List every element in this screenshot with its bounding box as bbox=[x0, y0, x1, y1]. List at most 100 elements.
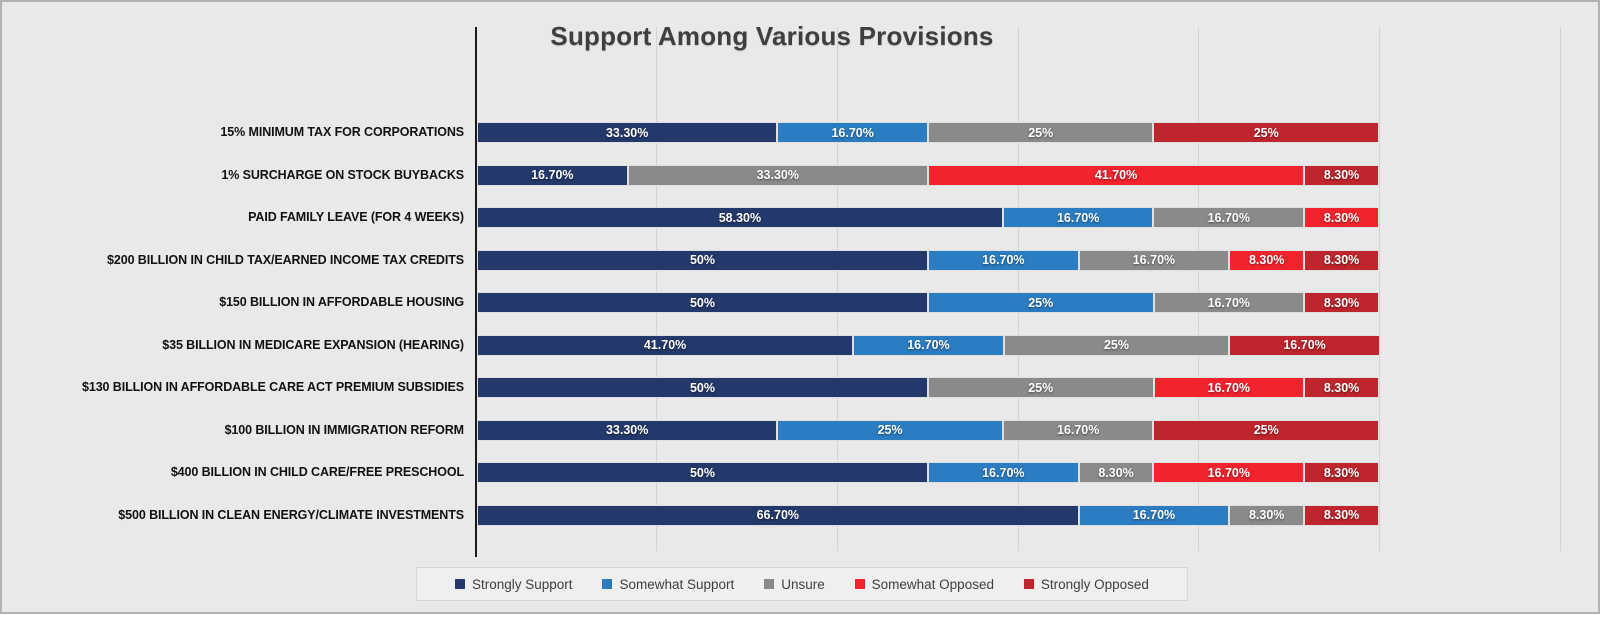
legend-item: Somewhat Opposed bbox=[854, 576, 994, 592]
bar-segment-somewhat-support: 16.70% bbox=[1002, 207, 1154, 229]
bar-segment-somewhat-opposed: 41.70% bbox=[927, 164, 1305, 186]
gridline bbox=[1379, 27, 1381, 551]
bar-segment-somewhat-support: 25% bbox=[928, 292, 1154, 314]
bar-segment-strongly-support: 58.30% bbox=[477, 207, 1003, 229]
bar-segment-somewhat-support: 16.70% bbox=[1078, 504, 1230, 526]
bar-segment-label: 25% bbox=[1028, 380, 1054, 395]
plot-area: 33.30% 16.70% 25% 25% 16.70% 33.30% 41.70% 8.30… bbox=[475, 27, 1561, 551]
bar-segment-label: 8.30% bbox=[1323, 210, 1360, 225]
bar-segment-strongly-opposed: 8.30% bbox=[1304, 164, 1379, 186]
bar-segment-strongly-support: 16.70% bbox=[477, 164, 628, 186]
bar-segment-label: 16.70% bbox=[831, 125, 874, 140]
category-label: $130 BILLION IN AFFORDABLE CARE ACT PREM… bbox=[82, 380, 464, 395]
bar-segment-label: 25% bbox=[1028, 125, 1054, 140]
bar-segment-label: 8.30% bbox=[1323, 465, 1360, 480]
bar-segment-label: 50% bbox=[689, 380, 716, 395]
bar-segment-unsure: 25% bbox=[928, 377, 1154, 399]
bar-row: 41.70% 16.70% 25% 16.70% bbox=[477, 334, 1380, 356]
gridline bbox=[836, 27, 838, 551]
bar-segment-label: 16.70% bbox=[1283, 338, 1326, 353]
bar-row: 33.30% 16.70% 25% 25% bbox=[477, 122, 1379, 143]
bar-segment-strongly-opposed: 8.30% bbox=[1304, 249, 1379, 271]
bar-segment-label: 33.30% bbox=[605, 423, 649, 438]
bar-segment-label: 16.70% bbox=[982, 253, 1025, 268]
legend-label: Somewhat Opposed bbox=[871, 576, 994, 592]
legend-swatch bbox=[602, 579, 613, 589]
bar-segment-strongly-opposed: 25% bbox=[1153, 122, 1379, 143]
bar-segment-strongly-opposed: 8.30% bbox=[1304, 504, 1379, 526]
legend-item: Unsure bbox=[764, 577, 825, 592]
bar-segment-strongly-opposed: 8.30% bbox=[1304, 462, 1379, 484]
bar-segment-strongly-opposed: 8.30% bbox=[1304, 292, 1379, 314]
category-label: $400 BILLION IN CHILD CARE/FREE PRESCHOO… bbox=[170, 465, 464, 480]
bar-segment-label: 8.30% bbox=[1323, 380, 1360, 395]
bar-segment-label: 8.30% bbox=[1323, 508, 1360, 523]
bar-segment-somewhat-support: 16.70% bbox=[928, 462, 1079, 484]
category-label: $500 BILLION IN CLEAN ENERGY/CLIMATE INV… bbox=[118, 507, 464, 522]
bar-segment-label: 16.70% bbox=[1207, 465, 1250, 480]
bar-segment-label: 8.30% bbox=[1248, 253, 1285, 268]
category-label: $150 BILLION IN AFFORDABLE HOUSING bbox=[219, 295, 464, 310]
bar-segment-label: 16.70% bbox=[1207, 380, 1251, 395]
bar-segment-label: 16.70% bbox=[982, 465, 1025, 480]
bar-segment-strongly-support: 50% bbox=[477, 249, 928, 271]
bar-row: 50% 25% 16.70% 8.30% bbox=[477, 292, 1379, 314]
legend-label: Unsure bbox=[781, 576, 825, 592]
bar-segment-unsure: 33.30% bbox=[627, 164, 928, 186]
bar-segment-somewhat-support: 16.70% bbox=[928, 249, 1079, 271]
legend-label: Strongly Opposed bbox=[1040, 576, 1149, 592]
category-label: 15% MINIMUM TAX FOR CORPORATIONS bbox=[220, 125, 464, 139]
legend-item: Strongly Support bbox=[455, 577, 573, 592]
bar-row: 50% 16.70% 16.70% 8.30% 8.30% bbox=[477, 249, 1379, 271]
bar-segment-label: 16.70% bbox=[1056, 423, 1100, 438]
bar-segment-strongly-support: 33.30% bbox=[477, 419, 778, 441]
bar-segment-strongly-support: 50% bbox=[477, 462, 928, 484]
bar-segment-strongly-opposed: 25% bbox=[1153, 419, 1379, 441]
legend-swatch bbox=[764, 579, 775, 589]
bar-segment-strongly-opposed: 8.30% bbox=[1304, 377, 1379, 399]
category-label: 1% SURCHARGE ON STOCK BUYBACKS bbox=[221, 167, 464, 182]
bar-row: 50% 16.70% 8.30% 16.70% 8.30% bbox=[477, 462, 1379, 484]
category-label: $200 BILLION IN CHILD TAX/EARNED INCOME … bbox=[107, 252, 464, 267]
bar-segment-label: 8.30% bbox=[1323, 253, 1360, 268]
bar-segment-unsure: 16.70% bbox=[1153, 292, 1305, 314]
bar-segment-somewhat-opposed: 16.70% bbox=[1153, 377, 1305, 399]
bar-segment-label: 16.70% bbox=[1207, 295, 1251, 310]
chart-title: Support Among Various Provisions bbox=[550, 21, 994, 51]
bar-segment-somewhat-support: 16.70% bbox=[777, 122, 928, 143]
bar-segment-label: 16.70% bbox=[907, 338, 950, 353]
legend: Strongly Support Somewhat Support Unsure So… bbox=[416, 567, 1188, 601]
bar-segment-label: 58.30% bbox=[718, 210, 762, 225]
bar-segment-label: 41.70% bbox=[1094, 168, 1138, 183]
bar-segment-somewhat-support: 25% bbox=[777, 419, 1003, 441]
bar-segment-label: 25% bbox=[1103, 338, 1130, 353]
bar-segment-unsure: 8.30% bbox=[1078, 462, 1154, 484]
bar-segment-somewhat-opposed: 8.30% bbox=[1229, 249, 1305, 271]
bar-segment-label: 25% bbox=[1253, 423, 1279, 438]
legend-label: Strongly Support bbox=[472, 576, 573, 592]
legend-label: Somewhat Support bbox=[619, 576, 735, 592]
bar-segment-somewhat-opposed: 8.30% bbox=[1304, 207, 1379, 229]
bar-segment-unsure: 8.30% bbox=[1229, 504, 1305, 526]
bar-segment-label: 8.30% bbox=[1323, 295, 1360, 310]
bar-segment-unsure: 16.70% bbox=[1002, 419, 1154, 441]
bar-segment-strongly-support: 41.70% bbox=[477, 334, 854, 356]
bar-segment-label: 25% bbox=[877, 423, 903, 438]
legend-item: Somewhat Support bbox=[602, 577, 734, 592]
bar-segment-label: 16.70% bbox=[1207, 210, 1250, 225]
bar-segment-label: 25% bbox=[1253, 125, 1279, 140]
bar-row: 66.70% 16.70% 8.30% 8.30% bbox=[477, 504, 1379, 526]
y-axis-line bbox=[475, 27, 477, 557]
bar-segment-label: 16.70% bbox=[1132, 508, 1176, 523]
bar-segment-label: 16.70% bbox=[531, 168, 574, 183]
bar-segment-label: 16.70% bbox=[1132, 253, 1176, 268]
bar-segment-strongly-support: 50% bbox=[477, 377, 928, 399]
bar-segment-label: 16.70% bbox=[1056, 210, 1100, 225]
bar-segment-label: 33.30% bbox=[756, 168, 799, 183]
bar-segment-somewhat-opposed: 16.70% bbox=[1153, 462, 1305, 484]
legend-swatch bbox=[854, 579, 865, 589]
gridline bbox=[655, 27, 657, 551]
bar-row: 16.70% 33.30% 41.70% 8.30% bbox=[477, 164, 1379, 186]
bar-segment-label: 41.70% bbox=[643, 338, 687, 353]
